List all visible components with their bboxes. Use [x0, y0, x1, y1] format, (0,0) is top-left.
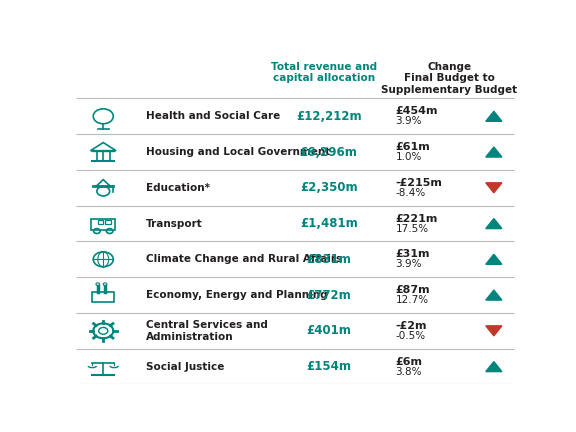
Text: Total revenue and
capital allocation: Total revenue and capital allocation [271, 62, 377, 83]
Text: Economy, Energy and Planning: Economy, Energy and Planning [146, 290, 327, 300]
Polygon shape [486, 219, 502, 229]
Text: £154m: £154m [306, 360, 351, 373]
Text: 3.8%: 3.8% [396, 367, 422, 377]
Text: £6m: £6m [396, 356, 423, 367]
Text: Social Justice: Social Justice [146, 362, 224, 372]
Polygon shape [486, 362, 502, 372]
Text: £454m: £454m [396, 106, 438, 116]
Text: £31m: £31m [396, 249, 430, 259]
Text: -8.4%: -8.4% [396, 188, 426, 198]
Text: Transport: Transport [146, 219, 202, 229]
Polygon shape [486, 111, 502, 121]
Bar [92, 292, 114, 302]
Text: Education*: Education* [146, 183, 210, 193]
Polygon shape [486, 147, 502, 157]
Text: Health and Social Care: Health and Social Care [146, 111, 280, 121]
Text: 1.0%: 1.0% [396, 152, 422, 162]
Bar [98, 220, 103, 224]
Polygon shape [486, 326, 502, 336]
Text: 3.9%: 3.9% [396, 116, 422, 126]
Bar [92, 219, 115, 230]
Text: £221m: £221m [396, 213, 438, 223]
Text: 17.5%: 17.5% [396, 224, 429, 234]
Text: £12,212m: £12,212m [296, 110, 362, 123]
Text: -£215m: -£215m [396, 178, 442, 188]
Text: Central Services and
Administration: Central Services and Administration [146, 320, 267, 342]
Text: Climate Change and Rural Affairs: Climate Change and Rural Affairs [146, 254, 342, 264]
Text: £831m: £831m [306, 253, 351, 266]
Bar [105, 220, 111, 224]
Text: £61m: £61m [396, 142, 430, 152]
Polygon shape [486, 290, 502, 300]
Text: 3.9%: 3.9% [396, 259, 422, 269]
Text: 12.7%: 12.7% [396, 295, 429, 305]
Polygon shape [486, 254, 502, 264]
Text: Change
Final Budget to
Supplementary Budget: Change Final Budget to Supplementary Bud… [381, 62, 517, 95]
Text: £2,350m: £2,350m [300, 181, 358, 194]
Text: £772m: £772m [306, 289, 351, 302]
Text: Housing and Local Government: Housing and Local Government [146, 147, 330, 157]
Text: -£2m: -£2m [396, 321, 427, 331]
Text: £6,296m: £6,296m [300, 146, 358, 159]
Text: £1,481m: £1,481m [300, 217, 358, 230]
Text: £87m: £87m [396, 285, 430, 295]
Text: £401m: £401m [306, 324, 351, 337]
Text: -0.5%: -0.5% [396, 331, 426, 341]
Polygon shape [486, 183, 502, 193]
